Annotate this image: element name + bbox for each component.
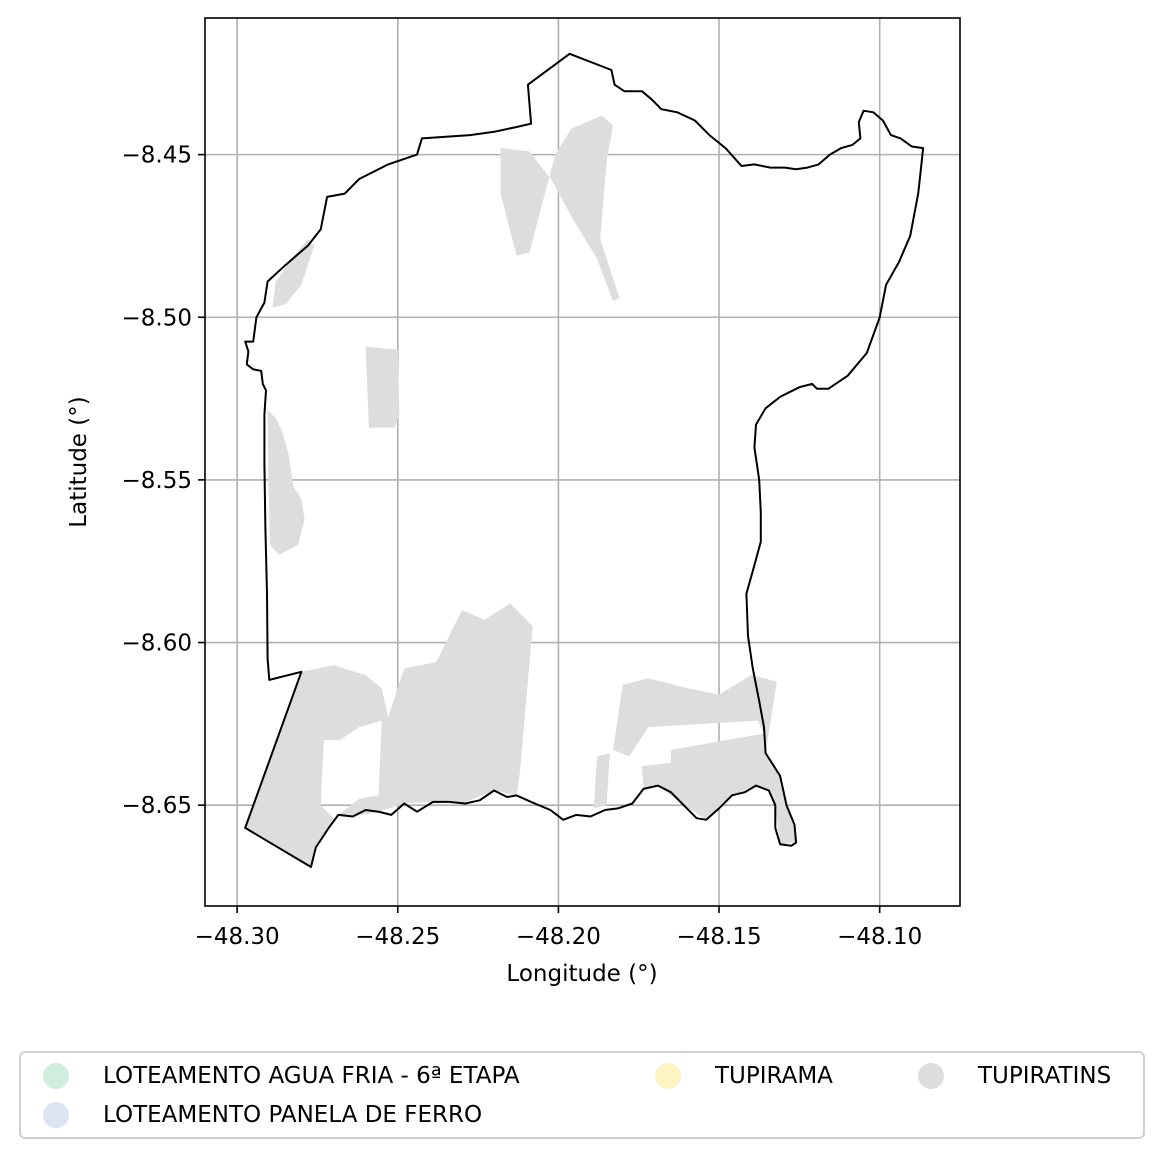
y-tick-label: −8.55 bbox=[122, 468, 192, 494]
y-axis-label: Latitude (°) bbox=[66, 396, 92, 527]
tupiratins-region bbox=[594, 753, 610, 808]
legend-label: TUPIRAMA bbox=[715, 1063, 833, 1089]
legend-label: LOTEAMENTO AGUA FRIA - 6ª ETAPA bbox=[103, 1063, 520, 1089]
x-tick-label: −48.20 bbox=[516, 924, 601, 950]
x-tick-label: −48.15 bbox=[676, 924, 761, 950]
legend: LOTEAMENTO AGUA FRIA - 6ª ETAPA TUPIRAMA… bbox=[19, 1051, 1145, 1139]
tupiratins-region bbox=[268, 410, 305, 555]
legend-marker-tupiratins bbox=[918, 1063, 944, 1089]
region-fills bbox=[245, 116, 796, 867]
tupiratins-region bbox=[366, 347, 400, 428]
x-tick-label: −48.30 bbox=[195, 924, 280, 950]
x-axis-label: Longitude (°) bbox=[506, 961, 657, 987]
x-tick-label: −48.10 bbox=[837, 924, 922, 950]
legend-marker-panela-de-ferro bbox=[43, 1102, 69, 1128]
legend-label: TUPIRATINS bbox=[978, 1063, 1111, 1089]
legend-item-panela-de-ferro: LOTEAMENTO PANELA DE FERRO bbox=[43, 1099, 482, 1131]
tupiratins-region bbox=[273, 239, 315, 307]
y-tick-label: −8.45 bbox=[122, 143, 192, 169]
legend-item-tupiratins: TUPIRATINS bbox=[918, 1060, 1111, 1092]
y-tick-label: −8.65 bbox=[122, 793, 192, 819]
y-tick-label: −8.50 bbox=[122, 305, 192, 331]
legend-label: LOTEAMENTO PANELA DE FERRO bbox=[103, 1102, 482, 1128]
y-axis-ticks: −8.45 −8.50 −8.55 −8.60 −8.65 bbox=[122, 143, 205, 820]
legend-item-agua-fria: LOTEAMENTO AGUA FRIA - 6ª ETAPA bbox=[43, 1060, 520, 1092]
tupiratins-region bbox=[501, 116, 620, 301]
x-tick-label: −48.25 bbox=[355, 924, 440, 950]
legend-marker-tupirama bbox=[655, 1063, 681, 1089]
map-chart: −48.30 −48.25 −48.20 −48.15 −48.10 −8.45 −8.5… bbox=[0, 0, 1164, 1040]
x-axis-ticks: −48.30 −48.25 −48.20 −48.15 −48.10 bbox=[195, 906, 923, 950]
legend-item-tupirama: TUPIRAMA bbox=[655, 1060, 833, 1092]
y-tick-label: −8.60 bbox=[122, 631, 192, 657]
legend-marker-agua-fria bbox=[43, 1063, 69, 1089]
